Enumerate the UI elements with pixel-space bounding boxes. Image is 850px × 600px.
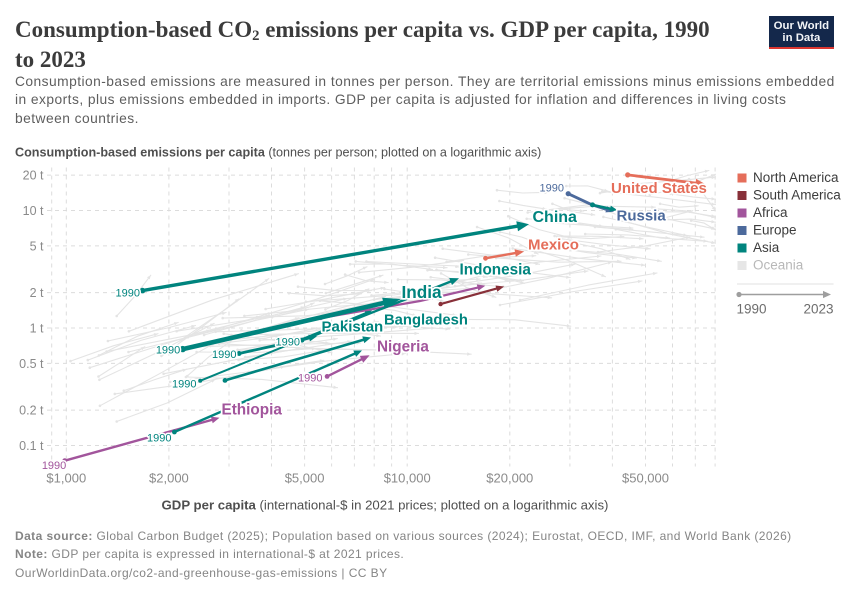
svg-text:GDP per capita (international-: GDP per capita (international-$ in 2021 …: [162, 498, 609, 513]
svg-text:1990: 1990: [737, 302, 767, 317]
svg-text:Russia: Russia: [617, 208, 667, 225]
svg-text:1990: 1990: [147, 433, 171, 445]
svg-text:0.2 t: 0.2 t: [19, 404, 44, 418]
svg-text:Mexico: Mexico: [528, 236, 579, 253]
svg-text:Consumption-based emissions pe: Consumption-based emissions per capita (…: [15, 146, 541, 160]
svg-text:Asia: Asia: [753, 240, 780, 255]
svg-text:5 t: 5 t: [30, 240, 44, 254]
svg-text:20 t: 20 t: [23, 169, 44, 183]
svg-text:Ethiopia: Ethiopia: [222, 401, 283, 418]
svg-text:$50,000: $50,000: [622, 471, 669, 486]
svg-text:1990: 1990: [212, 349, 236, 361]
svg-text:India: India: [402, 282, 443, 302]
svg-text:1 t: 1 t: [30, 322, 44, 336]
svg-text:$10,000: $10,000: [384, 471, 431, 486]
svg-text:Africa: Africa: [753, 205, 788, 220]
svg-text:Pakistan: Pakistan: [322, 319, 384, 336]
svg-text:North America: North America: [753, 170, 839, 185]
svg-text:0.1 t: 0.1 t: [19, 439, 44, 453]
svg-text:Bangladesh: Bangladesh: [384, 313, 468, 329]
svg-text:1990: 1990: [276, 337, 300, 349]
svg-text:Europe: Europe: [753, 223, 797, 238]
svg-text:Oceania: Oceania: [753, 258, 804, 273]
svg-text:$2,000: $2,000: [149, 471, 189, 486]
svg-text:United States: United States: [611, 180, 707, 197]
svg-text:$5,000: $5,000: [285, 471, 325, 486]
svg-text:$20,000: $20,000: [486, 471, 533, 486]
svg-text:2023: 2023: [803, 302, 833, 317]
svg-text:1990: 1990: [298, 372, 322, 384]
svg-text:South America: South America: [753, 188, 841, 203]
svg-text:1990: 1990: [116, 287, 140, 299]
svg-text:1990: 1990: [540, 183, 564, 195]
svg-text:$1,000: $1,000: [46, 471, 86, 486]
svg-text:Nigeria: Nigeria: [377, 338, 429, 355]
svg-text:10 t: 10 t: [23, 204, 44, 218]
svg-text:1990: 1990: [172, 379, 196, 391]
svg-text:China: China: [533, 209, 578, 226]
svg-text:Indonesia: Indonesia: [460, 261, 532, 278]
svg-text:0.5 t: 0.5 t: [19, 357, 44, 371]
svg-text:2 t: 2 t: [30, 286, 44, 300]
svg-text:1990: 1990: [156, 344, 180, 356]
svg-text:1990: 1990: [42, 460, 66, 472]
